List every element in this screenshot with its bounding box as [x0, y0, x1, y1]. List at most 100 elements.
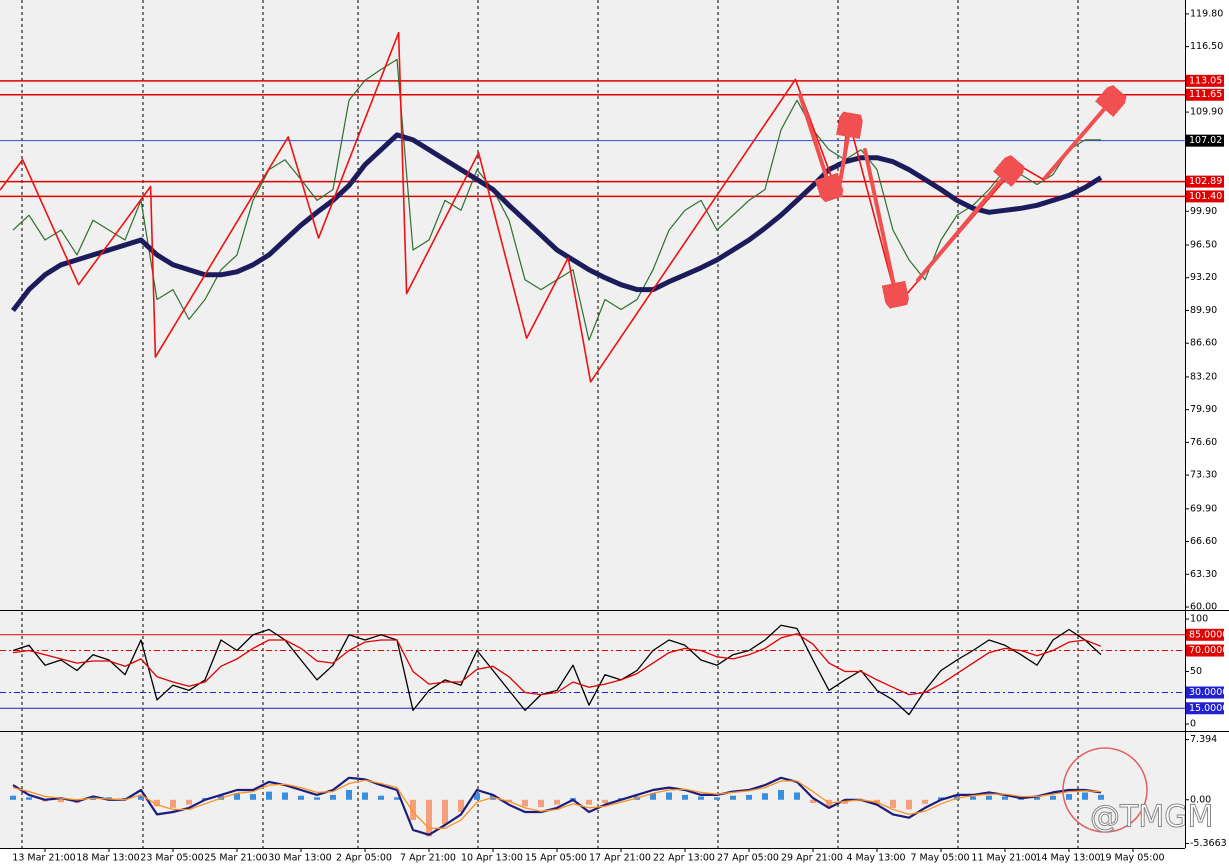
- plot-bg: [0, 0, 1185, 848]
- level-label: 111.65: [1189, 89, 1222, 100]
- histogram-bar: [714, 797, 720, 800]
- histogram-bar: [970, 796, 976, 800]
- x-tick-label: 18 Mar 13:00: [76, 853, 139, 864]
- x-tick-label: 2 Apr 05:00: [336, 853, 392, 864]
- histogram-bar: [538, 799, 544, 808]
- histogram-bar: [10, 795, 16, 800]
- level-label: 30.0000: [1189, 687, 1228, 698]
- histogram-bar: [1002, 796, 1008, 800]
- arrows: [798, 95, 1112, 295]
- series-line: [12, 776, 1102, 836]
- series-line: [12, 624, 1102, 716]
- x-tick-label: 10 Apr 13:00: [461, 853, 523, 864]
- histogram-bar: [602, 799, 608, 804]
- y-tick-label: 63.30: [1190, 569, 1217, 580]
- level-label-bg: [1186, 74, 1224, 87]
- level-label-bg: [1186, 686, 1224, 699]
- layer: 13 Mar 21:00 18 Mar 13:00 23 Mar 05:00 25 M…: [0, 8, 1228, 864]
- x-tick-label: 25 Mar 21:00: [204, 853, 267, 864]
- x-tick-label: 22 Apr 13:00: [653, 853, 715, 864]
- y-tick-label: 116.50: [1190, 41, 1223, 52]
- level-label-bg: [1186, 628, 1224, 641]
- x-tick-label: 14 May 13:00: [1035, 853, 1100, 864]
- histogram-bar: [1082, 792, 1088, 800]
- y-tick-label: 69.90: [1190, 503, 1217, 514]
- histogram-bar: [394, 797, 400, 800]
- level-label-bg: [1186, 88, 1224, 101]
- level-label: 85.0000: [1189, 629, 1228, 640]
- watermark: @TMGM: [1090, 800, 1213, 835]
- histogram-bar: [666, 792, 672, 800]
- histogram-bar: [698, 796, 704, 800]
- histogram-bar: [474, 793, 480, 800]
- histogram-bar: [906, 799, 912, 810]
- histogram-bar: [282, 792, 288, 800]
- histogram-bar: [682, 794, 688, 800]
- histogram-bar: [314, 797, 320, 800]
- y-tick-label: 66.60: [1190, 536, 1217, 547]
- histogram-bar: [378, 795, 384, 800]
- y-tick-label: -5.3663: [1190, 838, 1227, 849]
- y-tick-label: 60.00: [1190, 602, 1217, 613]
- level-label: 15.0000: [1189, 703, 1228, 714]
- x-tick-label: 15 Apr 05:00: [525, 853, 587, 864]
- y-tick-label: 79.90: [1190, 404, 1217, 415]
- series-line: [12, 633, 1102, 696]
- histogram-bar: [762, 793, 768, 800]
- y-tick-label: 7.394: [1190, 734, 1217, 745]
- x-tick-label: 11 May 21:00: [971, 853, 1036, 864]
- y-tick-label: 86.60: [1190, 338, 1217, 349]
- histogram-bar: [986, 795, 992, 800]
- histogram-bar: [826, 799, 832, 808]
- x-tick-label: 17 Apr 21:00: [589, 853, 651, 864]
- level-label-bg: [1186, 175, 1224, 188]
- histogram-bar: [458, 799, 464, 812]
- histogram-bar: [794, 792, 800, 800]
- histogram-bar: [426, 799, 432, 837]
- histogram-bar: [442, 799, 448, 825]
- level-label: 113.05: [1189, 75, 1222, 86]
- y-tick-label: 93.20: [1190, 272, 1217, 283]
- histogram-bar: [1034, 797, 1040, 800]
- histogram-bar: [650, 793, 656, 800]
- x-tick-label: 19 May 05:00: [1099, 853, 1164, 864]
- x-tick-label: 30 Mar 13:00: [268, 853, 331, 864]
- y-tick-label: 89.90: [1190, 305, 1217, 316]
- x-tick-label: 27 Apr 05:00: [717, 853, 779, 864]
- histogram-bar: [186, 799, 192, 805]
- y-tick-label: 96.50: [1190, 239, 1217, 250]
- series-line: [11, 132, 1103, 313]
- histogram-bar: [234, 793, 240, 800]
- level-label-bg: [1186, 190, 1224, 203]
- y-tick-label: 76.60: [1190, 437, 1217, 448]
- histogram-bar: [554, 799, 560, 805]
- y-tick-label: 83.20: [1190, 371, 1217, 382]
- histogram-bar: [890, 799, 896, 808]
- y-tick-label: 0: [1190, 719, 1196, 730]
- y-tick-label: 50: [1190, 666, 1202, 677]
- histogram-bar: [26, 797, 32, 800]
- highlight-circle: [1062, 747, 1148, 833]
- x-tick-label: 7 Apr 21:00: [400, 853, 456, 864]
- histogram-bar: [90, 798, 96, 800]
- histogram-bar: [298, 795, 304, 800]
- x-tick-label: 7 May 05:00: [910, 853, 969, 864]
- histogram-bar: [410, 799, 416, 821]
- level-label-bg: [1186, 702, 1224, 715]
- series-line: [12, 779, 1102, 829]
- histogram-bar: [170, 799, 176, 808]
- histogram-bar: [138, 795, 144, 800]
- level-label: 101.40: [1189, 191, 1222, 202]
- histogram-bar: [586, 799, 592, 805]
- level-label: 102.89: [1189, 176, 1222, 187]
- level-label: 70.0000: [1189, 645, 1228, 656]
- histogram-bar: [778, 790, 784, 800]
- level-label-bg: [1186, 134, 1224, 147]
- x-tick-label: 29 Apr 21:00: [781, 853, 843, 864]
- histogram-bar: [362, 792, 368, 800]
- histogram-bar: [330, 794, 336, 800]
- histogram-bar: [346, 790, 352, 800]
- histogram-bar: [810, 799, 816, 804]
- x-tick-label: 4 May 13:00: [846, 853, 905, 864]
